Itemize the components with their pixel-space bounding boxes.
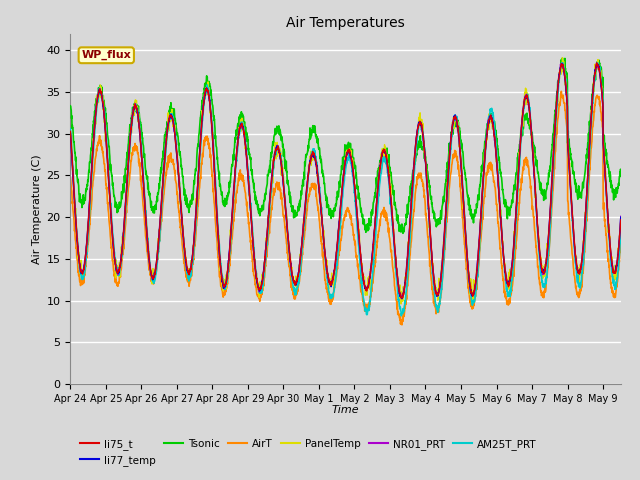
Title: Air Temperatures: Air Temperatures xyxy=(286,16,405,30)
Text: WP_flux: WP_flux xyxy=(81,50,131,60)
Legend: li75_t, li77_temp, Tsonic, AirT, PanelTemp, NR01_PRT, AM25T_PRT: li75_t, li77_temp, Tsonic, AirT, PanelTe… xyxy=(76,435,541,470)
X-axis label: Time: Time xyxy=(332,405,360,415)
Y-axis label: Air Temperature (C): Air Temperature (C) xyxy=(33,154,42,264)
